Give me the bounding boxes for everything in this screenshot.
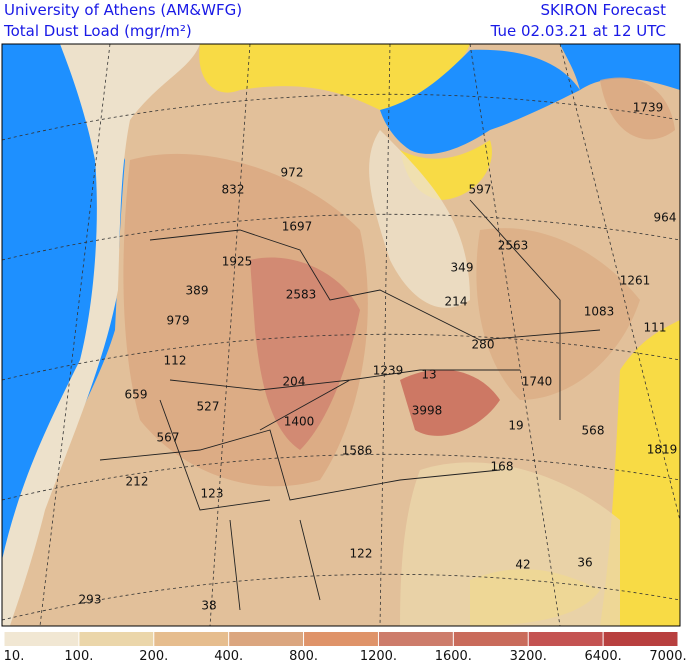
- value-label: 111: [644, 321, 667, 335]
- colorbar-segment: [603, 632, 678, 646]
- valid-time: Tue 02.03.21 at 12 UTC: [490, 22, 666, 40]
- value-label: 13: [421, 368, 436, 382]
- value-label: 597: [469, 183, 492, 197]
- value-label: 3998: [412, 404, 443, 418]
- value-label: 204: [283, 375, 306, 389]
- product: SKIRON Forecast: [541, 1, 667, 19]
- colorbar-label: 10.: [4, 649, 25, 662]
- colorbar-segment: [153, 632, 229, 646]
- map: [1, 43, 681, 627]
- colorbar-label: 7000.: [649, 649, 686, 662]
- value-label: 214: [445, 295, 468, 309]
- value-label: 1586: [342, 444, 373, 458]
- value-label: 38: [201, 599, 216, 613]
- value-label: 349: [451, 261, 474, 275]
- colorbar-segment: [453, 632, 529, 646]
- colorbar-label: 200.: [139, 649, 168, 662]
- value-label: 168: [491, 460, 514, 474]
- value-label: 123: [201, 487, 224, 501]
- colorbar: 10. 100. 200. 400. 800. 1200. 1600. 3200. 6400. 7…: [3, 632, 687, 662]
- title: University of Athens (AM&WFG): [4, 1, 242, 19]
- colorbar-label: 6400.: [585, 649, 622, 662]
- value-label: 212: [126, 475, 149, 489]
- colorbar-segment: [228, 632, 304, 646]
- value-label: 972: [281, 166, 304, 180]
- colorbar-label: 400.: [214, 649, 243, 662]
- value-label: 1400: [284, 415, 315, 429]
- value-label: 2563: [498, 239, 529, 253]
- colorbar-label: 1600.: [435, 649, 472, 662]
- value-label: 527: [197, 400, 220, 414]
- value-label: 1083: [584, 305, 615, 319]
- value-label: 1925: [222, 255, 253, 269]
- value-label: 122: [350, 547, 373, 561]
- colorbar-label: 1200.: [360, 649, 397, 662]
- value-labels: 1739 832 972 597 964 1697 2563 1925 349 1261 389 25…: [79, 101, 678, 613]
- colorbar-label: 100.: [64, 649, 93, 662]
- colorbar-segment: [378, 632, 454, 646]
- value-label: 1261: [620, 274, 651, 288]
- value-label: 567: [157, 431, 180, 445]
- value-label: 389: [186, 284, 209, 298]
- value-label: 832: [222, 183, 245, 197]
- value-label: 568: [582, 424, 605, 438]
- value-label: 979: [167, 314, 190, 328]
- value-label: 36: [577, 556, 592, 570]
- colorbar-segment: [528, 632, 604, 646]
- value-label: 1740: [522, 375, 553, 389]
- value-label: 2583: [286, 288, 317, 302]
- value-label: 1819: [647, 443, 678, 457]
- colorbar-label: 800.: [289, 649, 318, 662]
- value-label: 280: [472, 338, 495, 352]
- value-label: 1739: [633, 101, 664, 115]
- value-label: 1239: [373, 364, 404, 378]
- colorbar-segment: [4, 632, 79, 646]
- subtitle: Total Dust Load (mgr/m²): [3, 22, 192, 40]
- value-label: 964: [654, 211, 677, 225]
- value-label: 112: [164, 354, 187, 368]
- value-label: 19: [508, 419, 523, 433]
- value-label: 1697: [282, 220, 313, 234]
- value-label: 659: [125, 388, 148, 402]
- colorbar-label: 3200.: [510, 649, 547, 662]
- colorbar-segment: [303, 632, 379, 646]
- value-label: 293: [79, 593, 102, 607]
- value-label: 42: [515, 558, 530, 572]
- colorbar-segment: [78, 632, 154, 646]
